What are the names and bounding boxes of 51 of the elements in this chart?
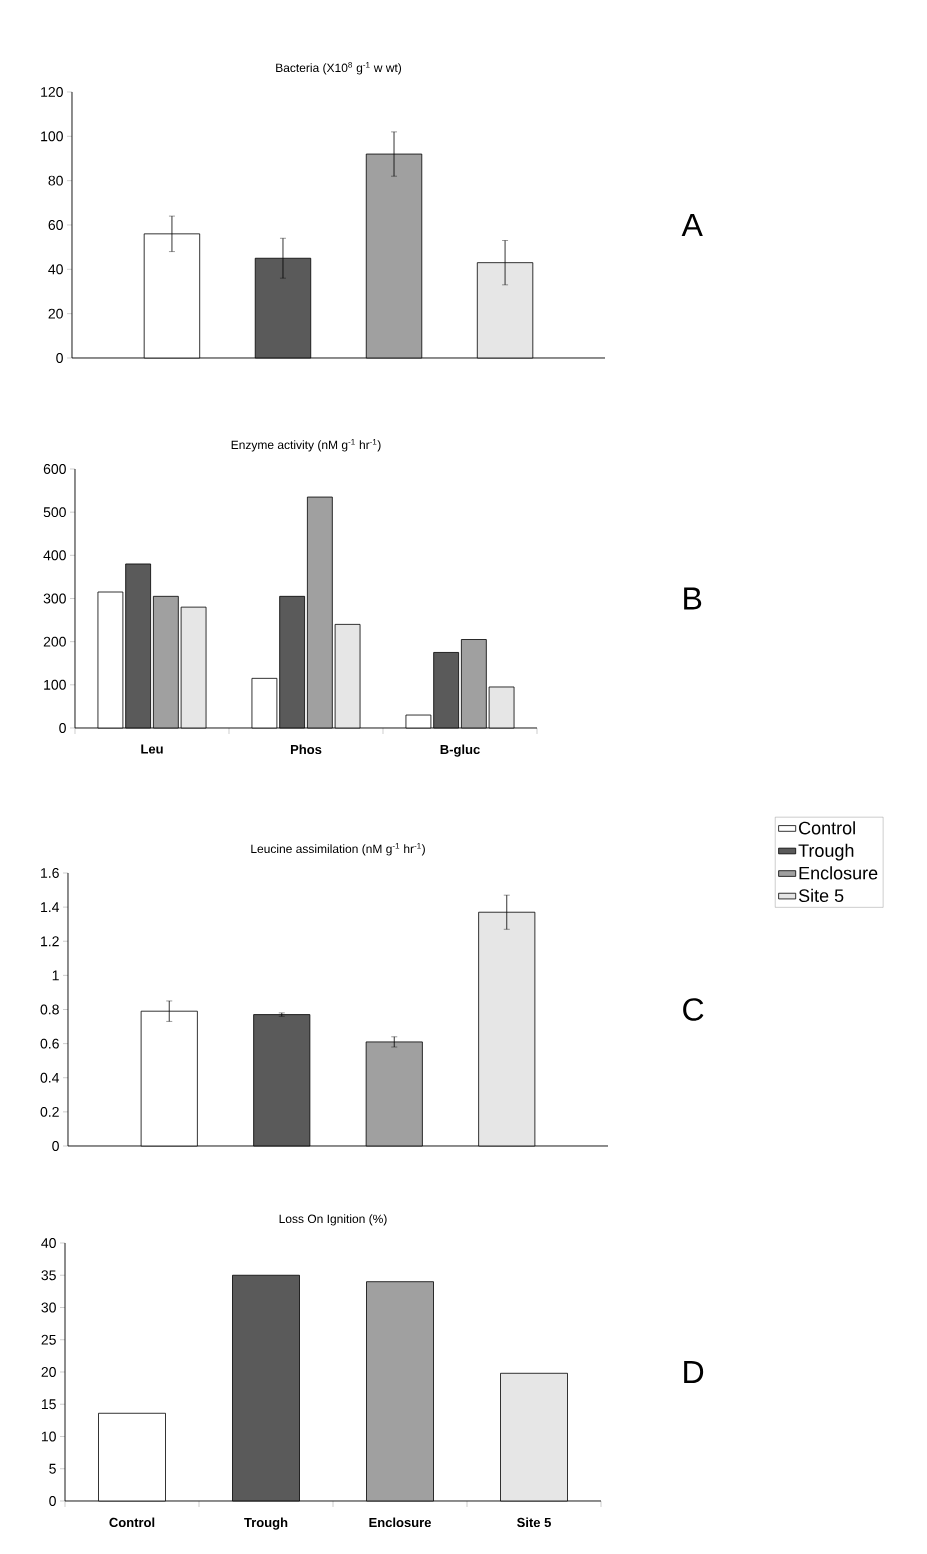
- text: C: [683, 998, 704, 1021]
- chart-title: Bacteria (X10$^{8}$ g$^{-1}$ w wt): [276, 62, 402, 75]
- y-tick-label: 1.4: [41, 902, 60, 912]
- y-tick-label: 5: [49, 1463, 56, 1474]
- text: B: [684, 587, 702, 610]
- y-tick-label: 120: [41, 87, 63, 97]
- y-tick-label: 15: [41, 1399, 56, 1410]
- y-tick-label: 0: [56, 353, 63, 363]
- x-tick-label: Trough: [244, 1517, 288, 1530]
- y-tick-label: 1.2: [41, 936, 59, 947]
- y-tick-label: 0.8: [40, 1004, 59, 1015]
- y-tick-label: 1: [52, 970, 59, 981]
- x-tick-label: Enclosure: [369, 1517, 431, 1528]
- y-tick-label: 0: [52, 1141, 59, 1151]
- chart-title: Leucine assimilation (nM g$^{-1}$ hr$^{-1}$): [251, 843, 425, 856]
- y-tick-label: 0.2: [40, 1106, 59, 1117]
- chart-title: Enzyme activity (nM g$^{-1}$ hr$^{-1}$): [231, 439, 381, 452]
- y-tick-label: 40: [48, 264, 63, 275]
- x-tick-label: Site 5: [517, 1517, 551, 1528]
- y-tick-label: 35: [41, 1270, 56, 1281]
- y-tick-label: 0: [49, 1496, 56, 1506]
- y-tick-label: 1.6: [41, 868, 59, 878]
- legend-label: Control: [799, 821, 855, 835]
- y-tick-label: 0: [59, 723, 66, 733]
- y-tick-label: 20: [48, 308, 63, 319]
- y-tick-label: 30: [41, 1302, 56, 1313]
- y-tick-label: 100: [41, 131, 63, 142]
- y-tick-label: 80: [48, 175, 63, 186]
- x-tick-label: Control: [109, 1517, 155, 1528]
- y-tick-label: 25: [41, 1334, 56, 1345]
- chart-title: Loss On Ignition (%): [279, 1214, 387, 1226]
- y-tick-label: 10: [41, 1431, 56, 1442]
- x-tick-label: B-gluc: [440, 744, 480, 757]
- y-tick-label: 60: [48, 220, 63, 230]
- x-tick-label: Phos: [290, 744, 322, 755]
- y-tick-label: 20: [41, 1367, 56, 1377]
- y-tick-label: 0.4: [40, 1072, 60, 1083]
- y-tick-label: 200: [43, 636, 66, 647]
- text: A: [681, 213, 703, 236]
- y-tick-label: 0.6: [40, 1038, 59, 1049]
- text: D: [684, 1361, 704, 1383]
- x-tick-label: Leu: [141, 744, 163, 754]
- y-tick-label: 40: [41, 1238, 56, 1248]
- y-tick-label: 500: [43, 507, 66, 518]
- y-tick-label: 100: [44, 679, 66, 690]
- y-tick-label: 400: [43, 550, 66, 561]
- legend-label: Trough: [798, 843, 854, 861]
- y-tick-label: 600: [43, 464, 66, 474]
- y-tick-label: 300: [43, 593, 66, 604]
- legend-label: Site 5: [798, 888, 844, 903]
- legend-label: Enclosure: [799, 866, 878, 880]
